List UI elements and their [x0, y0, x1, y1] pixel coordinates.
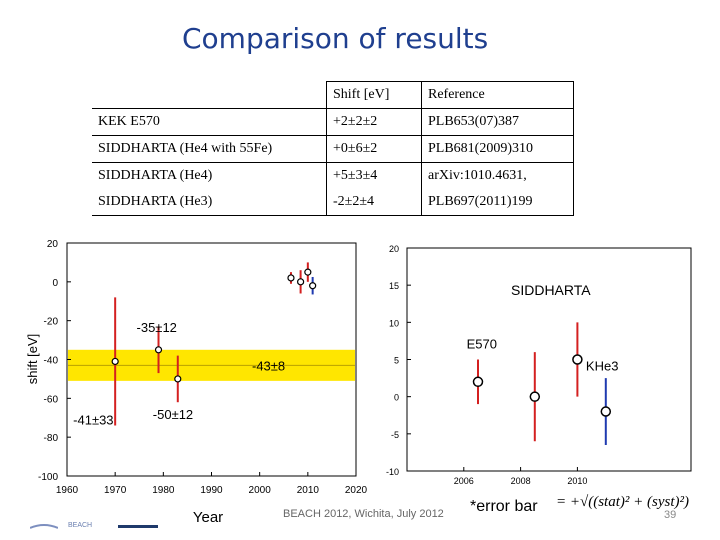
x-tick-label: 2010	[297, 485, 320, 496]
data-point	[304, 268, 312, 276]
error-bar-note: *error bar	[470, 498, 538, 515]
table-cell-reference: arXiv:1010.4631,	[421, 162, 574, 189]
inset-y-tick-label: 15	[389, 281, 399, 291]
table-row: SIDDHARTA (He3) -2±2±4 PLB697(2011)199	[92, 189, 574, 216]
inset-x-tick-label: 2006	[454, 476, 474, 486]
data-label: -41±33	[73, 412, 113, 427]
table-row: KEK E570 +2±2±2 PLB653(07)387	[92, 108, 574, 136]
results-table: Shift [eV] Reference KEK E570 +2±2±2 PLB…	[92, 81, 574, 216]
main-chart-axes: 1960 1970 1980 1990 2000 2010 2020200-20-40-60…	[38, 239, 368, 496]
inset-y-tick-label: 10	[389, 318, 399, 328]
data-point	[111, 357, 119, 366]
table-cell-shift: +5±3±4	[326, 162, 422, 189]
table-header-shift: Shift [eV]	[326, 81, 422, 109]
x-tick-label: 1960	[56, 485, 79, 496]
inset-data-point	[572, 354, 583, 365]
error-formula: = +√((stat)² + (syst)²)	[556, 494, 689, 510]
table-row: SIDDHARTA (He4) +5±3±4 arXiv:1010.4631,	[92, 162, 574, 189]
table-cell-shift: -2±2±4	[326, 189, 422, 216]
x-tick-label: 2020	[345, 485, 368, 496]
x-tick-label: 1990	[200, 485, 223, 496]
main-chart-labels: -41±33 -35±12 -50±12 -43±8	[73, 320, 285, 428]
conference-logo-icon	[30, 524, 58, 529]
footer-text: BEACH 2012, Wichita, July 2012	[283, 508, 444, 520]
y-tick-label: -40	[44, 356, 59, 367]
data-point	[154, 346, 163, 354]
inset-annotation-khe3: KHe3	[586, 359, 619, 374]
table-cell-reference: PLB653(07)387	[421, 108, 574, 136]
x-tick-label: 1980	[152, 485, 175, 496]
inset-data-point	[529, 391, 541, 402]
y-tick-label: -20	[44, 317, 59, 328]
inset-y-tick-label: -10	[386, 467, 399, 477]
table-cell-name: KEK E570	[92, 108, 327, 136]
data-point	[287, 274, 295, 282]
data-point	[174, 375, 182, 383]
x-tick-label: 2000	[249, 485, 272, 496]
page-title: Comparison of results	[182, 22, 489, 55]
inset-annotation-e570: E570	[467, 336, 497, 351]
inset-x-tick-label: 2010	[567, 476, 587, 486]
y-tick-label: 0	[52, 278, 58, 289]
table-cell-name: SIDDHARTA (He4 with 55Fe)	[92, 135, 327, 163]
table-row: SIDDHARTA (He4 with 55Fe) +0±6±2 PLB681(…	[92, 135, 574, 163]
y-tick-label: -60	[44, 394, 59, 405]
data-label: -35±12	[137, 320, 177, 335]
page-number: 39	[664, 509, 677, 521]
data-point	[309, 282, 317, 290]
table-header-row: Shift [eV] Reference	[92, 81, 574, 109]
inset-x-tick-label: 2008	[511, 476, 531, 486]
inset-chart-points	[472, 322, 612, 445]
table-cell-shift: +2±2±2	[326, 108, 422, 136]
y-axis-label: shift [eV]	[25, 334, 40, 385]
footer-rule	[118, 525, 158, 528]
y-tick-label: -80	[44, 433, 59, 444]
table-cell-name: SIDDHARTA (He4)	[98, 168, 213, 183]
x-axis-label: Year	[193, 509, 223, 526]
inset-chart-axes: 2006 2008 2010 20 15 10 5 0 -5 -10	[386, 244, 587, 486]
main-chart-points	[111, 262, 317, 426]
conference-logo-text: BEACH	[68, 522, 93, 529]
table-header-empty	[92, 81, 327, 109]
inset-title: SIDDHARTA	[511, 282, 591, 298]
table-cell-reference: PLB697(2011)199	[421, 189, 574, 216]
inset-y-tick-label: 20	[389, 244, 399, 254]
x-tick-label: 1970	[104, 485, 127, 496]
table-cell-reference: PLB681(2009)310	[421, 135, 574, 163]
inset-data-point	[472, 376, 484, 388]
y-tick-label: -100	[38, 472, 58, 483]
y-tick-label: 20	[47, 239, 59, 250]
table-cell-name: SIDDHARTA (He3)	[92, 189, 327, 216]
data-point	[297, 278, 305, 286]
table-cell-shift: +0±6±2	[326, 135, 422, 163]
inset-data-point	[600, 406, 612, 417]
inset-y-tick-label: -5	[391, 430, 399, 440]
table-header-reference: Reference	[421, 81, 574, 109]
inset-y-tick-label: 5	[394, 356, 399, 366]
inset-chart-frame	[406, 247, 692, 472]
inset-y-tick-label: 0	[394, 393, 399, 403]
band-label: -43±8	[252, 358, 285, 373]
data-label: -50±12	[153, 407, 193, 422]
